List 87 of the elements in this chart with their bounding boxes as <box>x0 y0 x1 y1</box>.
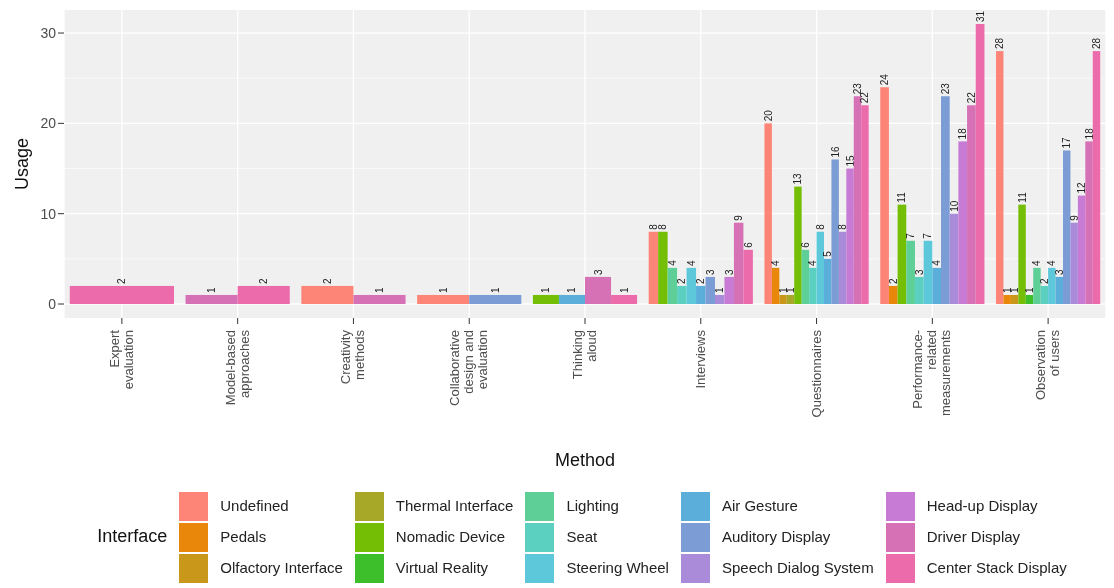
legend-label: Driver Display <box>926 528 1021 545</box>
data-label: 1 <box>540 286 552 293</box>
legend-label: Head-up Display <box>926 497 1038 514</box>
data-label: 6 <box>799 241 811 248</box>
legend-label: Virtual Reality <box>395 559 489 576</box>
legend-label: Undefined <box>220 497 289 514</box>
data-label: 28 <box>994 37 1006 50</box>
legend-label: Thermal Interface <box>395 497 514 514</box>
data-label: 4 <box>1031 259 1043 266</box>
y-tick-label: 0 <box>48 295 57 312</box>
data-label: 11 <box>1016 191 1028 203</box>
data-label: 18 <box>1083 127 1095 140</box>
data-label: 4 <box>931 259 943 266</box>
data-label: 9 <box>733 214 745 221</box>
legend-label: Seat <box>566 528 598 545</box>
x-tick-label: Collaborative design and evaluation <box>447 330 491 406</box>
data-label: 2 <box>676 277 688 284</box>
legend-label: Speech Dialog System <box>721 559 874 576</box>
y-tick-label: 20 <box>40 115 57 132</box>
data-label: 3 <box>723 268 735 275</box>
data-label: 9 <box>1068 214 1080 221</box>
legend-label: Nomadic Device <box>395 528 506 545</box>
x-tick-label: Questionnaires <box>808 329 824 418</box>
y-tick-label: 10 <box>40 205 57 222</box>
data-label: 1 <box>437 286 449 293</box>
data-label: 1 <box>489 286 501 293</box>
data-label: 7 <box>922 232 934 239</box>
x-tick-label: Performance- related measurements <box>910 329 954 416</box>
x-tick-label: Observation of users <box>1033 329 1063 401</box>
data-label: 8 <box>837 223 849 230</box>
legend-label: Auditory Display <box>721 528 831 545</box>
legend-label: Air Gesture <box>721 497 798 514</box>
data-label: 8 <box>814 223 826 230</box>
data-label: 4 <box>770 259 782 266</box>
data-label: 6 <box>742 241 754 248</box>
data-label: 22 <box>965 91 977 104</box>
data-label: 2 <box>887 277 899 284</box>
data-label: 7 <box>905 232 917 239</box>
data-label: 8 <box>657 223 669 230</box>
data-label: 1 <box>206 286 218 293</box>
x-tick-label: Thinking aloud <box>570 330 599 380</box>
data-label: 2 <box>321 277 333 284</box>
data-label: 13 <box>792 173 804 185</box>
y-tick-label: 30 <box>40 25 57 41</box>
data-label: 4 <box>807 259 819 266</box>
data-label: 2 <box>116 277 128 284</box>
legend-label: Lighting <box>566 497 619 514</box>
data-label: 1 <box>1024 286 1035 293</box>
data-label: 24 <box>879 73 891 86</box>
x-tick-label: Interviews <box>692 329 708 389</box>
data-label: 3 <box>704 268 716 275</box>
legend-label: Olfactory Interface <box>220 559 343 576</box>
data-label: 17 <box>1061 136 1073 149</box>
data-label: 3 <box>592 268 604 275</box>
x-tick-label: Creativity methods <box>338 329 368 385</box>
data-label: 1 <box>566 286 578 293</box>
legend-label: Pedals <box>220 528 267 545</box>
data-label: 1 <box>373 286 385 293</box>
data-label: 2 <box>695 277 707 284</box>
data-label: 4 <box>685 259 697 266</box>
x-tick-label: Model-based approaches <box>222 329 252 406</box>
data-label: 4 <box>1046 259 1058 266</box>
data-label: 1 <box>618 286 630 293</box>
data-label: 28 <box>1090 37 1102 50</box>
data-label: 23 <box>939 82 951 95</box>
data-label: 4 <box>666 259 678 266</box>
legend-title: Interface <box>97 526 168 547</box>
data-label: 1 <box>714 286 726 293</box>
legend-label: Center Stack Display <box>926 559 1067 576</box>
data-label: 2 <box>1038 277 1050 284</box>
x-axis-title: Method <box>554 450 616 470</box>
data-label: 16 <box>829 145 841 158</box>
data-label: 18 <box>957 127 969 140</box>
data-label: 8 <box>647 223 659 230</box>
y-axis-title: Usage <box>12 137 33 191</box>
data-label: 15 <box>844 154 856 167</box>
data-label: 2 <box>258 277 270 284</box>
x-tick-label: Expert evaluation <box>106 329 136 390</box>
data-label: 12 <box>1076 182 1088 194</box>
legend-label: Steering Wheel <box>566 559 669 576</box>
data-label: 31 <box>974 10 986 22</box>
data-label: 3 <box>913 268 925 275</box>
data-label: 11 <box>896 191 908 203</box>
data-label: 5 <box>822 250 834 257</box>
data-label: 10 <box>948 200 960 212</box>
data-label: 3 <box>1053 268 1065 275</box>
data-label: 20 <box>762 109 774 122</box>
